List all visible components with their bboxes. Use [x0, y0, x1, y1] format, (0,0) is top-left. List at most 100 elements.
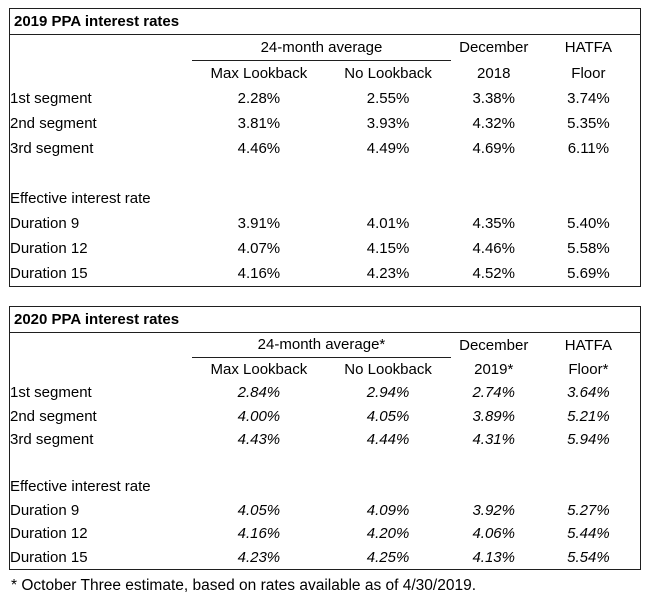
header-row-group: 24-month average* December HATFA: [10, 333, 640, 358]
section-label: Effective interest rate: [10, 478, 151, 496]
spacer-row: [10, 161, 640, 186]
table-row: Duration 15 4.23% 4.25% 4.13% 5.54%: [10, 546, 640, 570]
empty-cell: [10, 357, 192, 381]
cell-value: 4.44%: [366, 431, 410, 449]
empty-cell: [10, 333, 192, 357]
table-row: 2nd segment 4.00% 4.05% 3.89% 5.21%: [10, 405, 640, 429]
table-row: Duration 12 4.16% 4.20% 4.06% 5.44%: [10, 522, 640, 546]
row-label: Duration 9: [10, 215, 80, 232]
cell-value: 2.28%: [237, 90, 281, 107]
row-label: Duration 12: [10, 525, 88, 543]
cell-value: 4.16%: [237, 525, 281, 543]
cell-value: 5.94%: [567, 431, 610, 449]
cell-value: 2.55%: [366, 90, 410, 107]
table-row: 2nd segment 3.81% 3.93% 4.32% 5.35%: [10, 111, 640, 136]
cell-value: 4.43%: [237, 431, 281, 449]
rates-grid-2020: 24-month average* December HATFA Max Loo…: [10, 333, 640, 569]
table-row: Duration 9 4.05% 4.09% 3.92% 5.27%: [10, 499, 640, 523]
cell-value: 3.38%: [472, 90, 515, 107]
cell-value: 4.13%: [472, 548, 515, 566]
cell-value: 3.74%: [567, 90, 610, 107]
section-label: Effective interest rate: [10, 190, 151, 207]
cell-value: 4.23%: [366, 265, 410, 282]
table-row: 3rd segment 4.43% 4.44% 4.31% 5.94%: [10, 428, 640, 452]
row-label: Duration 15: [10, 265, 88, 282]
table-row: 1st segment 2.84% 2.94% 2.74% 3.64%: [10, 381, 640, 405]
row-label: 3rd segment: [10, 140, 94, 157]
row-label: 1st segment: [10, 384, 92, 402]
cell-value: 3.64%: [567, 384, 610, 402]
cell-value: 5.27%: [567, 501, 610, 519]
empty-cell: [10, 35, 192, 61]
column-header-floor: Floor*: [568, 360, 609, 378]
column-header-year: 2019*: [474, 360, 514, 378]
cell-value: 2.74%: [472, 384, 515, 402]
row-label: 1st segment: [10, 90, 92, 107]
cell-value: 5.40%: [567, 215, 610, 232]
header-row-group: 24-month average December HATFA: [10, 35, 640, 61]
cell-value: 4.05%: [366, 407, 410, 425]
cell-value: 5.69%: [567, 265, 610, 282]
table-row: Duration 9 3.91% 4.01% 4.35% 5.40%: [10, 211, 640, 236]
cell-value: 5.35%: [567, 115, 610, 132]
cell-value: 4.46%: [237, 140, 281, 157]
cell-value: 3.91%: [237, 215, 281, 232]
column-header-no-lookback: No Lookback: [344, 360, 432, 378]
ppa-rates-table-2019: 2019 PPA interest rates 24-month average…: [9, 8, 641, 287]
cell-value: 4.46%: [472, 240, 515, 257]
table-row: Duration 15 4.16% 4.23% 4.52% 5.69%: [10, 261, 640, 286]
table-title-2020: 2020 PPA interest rates: [10, 307, 640, 333]
section-label-row: Effective interest rate: [10, 475, 640, 499]
group-header-24-month-average: 24-month average: [192, 35, 451, 61]
cell-value: 4.06%: [472, 525, 515, 543]
cell-value: 4.09%: [366, 501, 410, 519]
row-label: Duration 12: [10, 240, 88, 257]
cell-value: 4.25%: [366, 548, 410, 566]
table-row: 1st segment 2.28% 2.55% 3.38% 3.74%: [10, 86, 640, 111]
cell-value: 3.89%: [472, 407, 515, 425]
cell-value: 5.21%: [567, 407, 610, 425]
cell-value: 4.07%: [237, 240, 281, 257]
rates-grid-2019: 24-month average December HATFA Max Look…: [10, 35, 640, 286]
column-header-floor: Floor: [571, 64, 606, 82]
column-header-year: 2018: [477, 64, 511, 82]
cell-value: 2.84%: [237, 384, 281, 402]
column-header-december: December: [459, 39, 529, 57]
cell-value: 2.94%: [366, 384, 410, 402]
cell-value: 4.00%: [237, 407, 281, 425]
spacer-row: [10, 452, 640, 476]
cell-value: 3.81%: [237, 115, 281, 132]
group-header-24-month-average: 24-month average*: [192, 333, 451, 358]
cell-value: 4.52%: [472, 265, 515, 282]
cell-value: 4.31%: [472, 431, 515, 449]
cell-value: 4.15%: [366, 240, 410, 257]
header-row-sub: Max Lookback No Lookback 2019* Floor*: [10, 357, 640, 381]
cell-value: 4.32%: [472, 115, 515, 132]
table-row: 3rd segment 4.46% 4.49% 4.69% 6.11%: [10, 136, 640, 161]
column-header-hatfa: HATFA: [564, 336, 613, 354]
row-label: 2nd segment: [10, 115, 97, 132]
cell-value: 3.93%: [366, 115, 410, 132]
row-label: Duration 15: [10, 548, 88, 566]
cell-value: 4.23%: [237, 548, 281, 566]
column-header-max-lookback: Max Lookback: [210, 360, 308, 378]
column-header-hatfa: HATFA: [564, 39, 613, 57]
column-header-max-lookback: Max Lookback: [210, 65, 308, 82]
cell-value: 4.69%: [472, 140, 515, 157]
header-row-sub: Max Lookback No Lookback 2018 Floor: [10, 61, 640, 87]
table-title-2019: 2019 PPA interest rates: [10, 9, 640, 35]
cell-value: 5.54%: [567, 548, 610, 566]
row-label: 2nd segment: [10, 407, 97, 425]
table-row: Duration 12 4.07% 4.15% 4.46% 5.58%: [10, 236, 640, 261]
column-header-december: December: [459, 336, 529, 354]
cell-value: 4.35%: [472, 215, 515, 232]
ppa-rates-table-2020: 2020 PPA interest rates 24-month average…: [9, 306, 641, 570]
cell-value: 4.16%: [237, 265, 281, 282]
cell-value: 4.20%: [366, 525, 410, 543]
section-label-row: Effective interest rate: [10, 186, 640, 211]
cell-value: 5.58%: [567, 240, 610, 257]
cell-value: 5.44%: [567, 525, 610, 543]
cell-value: 6.11%: [567, 140, 610, 157]
cell-value: 4.49%: [366, 140, 410, 157]
